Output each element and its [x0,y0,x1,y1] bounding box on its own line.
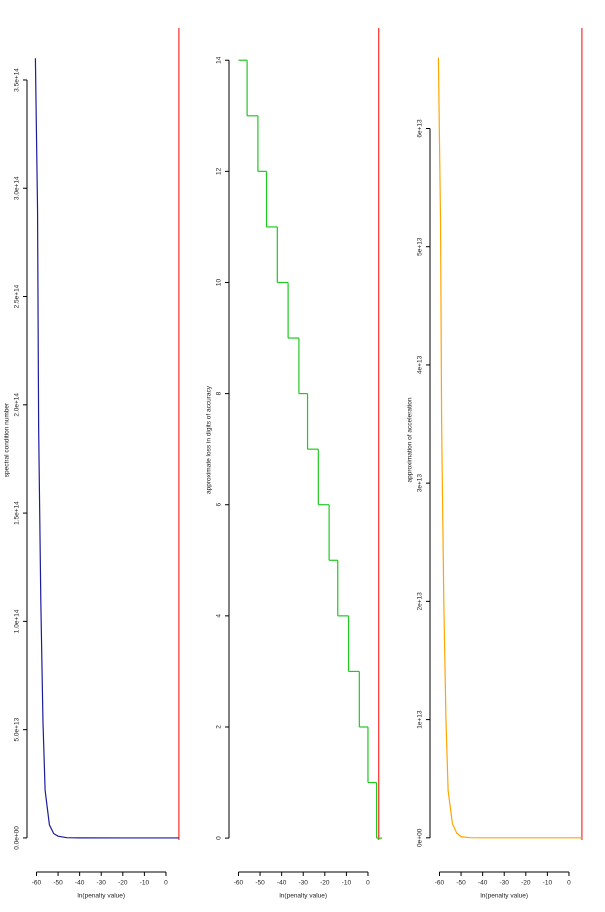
y-tick-label: 10 [216,278,223,286]
y-tick-label: 1.0e+14 [14,609,21,633]
y-tick-label: 4e+13 [417,355,424,374]
x-axis-label: ln(penalty value) [77,893,125,900]
y-tick-label: 0 [216,836,223,840]
y-tick-label: 12 [216,167,223,175]
y-axis-label: approximate loss in digits of accuracy [206,385,213,494]
x-tick-label: -30 [299,880,309,887]
y-tick-label: 8 [216,391,223,395]
x-axis-label: ln(penalty value) [480,893,528,900]
x-tick-label: -50 [255,880,265,887]
x-tick-label: -20 [521,880,531,887]
x-tick-label: 0 [567,880,571,887]
x-tick-label: -10 [140,880,150,887]
y-tick-label: 1e+13 [417,710,424,729]
x-tick-label: -30 [97,880,107,887]
x-tick-label: -40 [478,880,488,887]
y-tick-label: 0.0e+00 [14,826,21,850]
y-tick-label: 6 [216,503,223,507]
y-tick-label: 2 [216,725,223,729]
x-tick-label: 0 [164,880,168,887]
x-tick-label: -50 [456,880,466,887]
x-axis-label: ln(penalty value) [279,893,327,900]
data-line [34,58,179,839]
y-tick-label: 14 [216,56,223,64]
x-tick-label: -30 [500,880,510,887]
x-tick-label: -60 [32,880,42,887]
x-tick-label: -60 [234,880,244,887]
y-tick-label: 2.0e+14 [14,393,21,417]
x-tick-label: -10 [342,880,352,887]
y-axis-label: approximation of acceleration [407,397,414,482]
y-tick-label: 4 [216,614,223,618]
x-tick-label: 0 [366,880,370,887]
y-tick-label: 2e+13 [417,592,424,611]
x-tick-label: -20 [118,880,128,887]
data-line [437,57,582,839]
y-axis-label: spectral condition number [4,402,11,477]
x-tick-label: -10 [543,880,553,887]
y-tick-label: 6e+13 [417,119,424,138]
y-tick-label: 2.5e+14 [14,284,21,308]
x-tick-label: -20 [320,880,330,887]
y-tick-label: 3e+13 [417,474,424,493]
x-tick-label: -60 [435,880,445,887]
y-tick-label: 1.5e+14 [14,501,21,525]
x-tick-label: -40 [277,880,287,887]
x-tick-label: -50 [53,880,63,887]
x-tick-label: -40 [75,880,85,887]
y-tick-label: 0e+00 [417,828,424,847]
y-tick-label: 3.0e+14 [14,176,21,200]
y-tick-label: 5.0e+13 [14,717,21,741]
y-tick-label: 3.5e+14 [14,68,21,92]
y-tick-label: 5e+13 [417,237,424,256]
